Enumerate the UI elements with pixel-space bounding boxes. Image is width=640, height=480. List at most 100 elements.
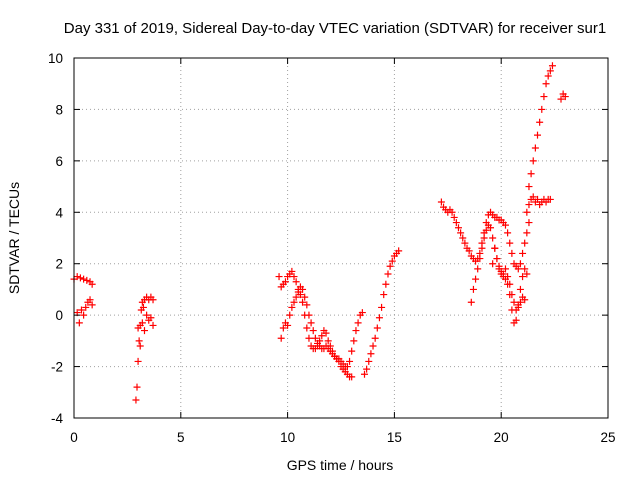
data-point [277,334,285,342]
x-tick-label: 5 [177,430,185,445]
data-point [538,105,546,113]
data-point [365,357,373,365]
data-point [457,229,465,237]
data-point [516,260,524,268]
data-point [527,170,535,178]
data-point [482,226,490,234]
data-point [363,365,371,373]
data-point [561,93,569,101]
data-point [525,201,533,209]
data-point [290,298,298,306]
data-point [307,319,315,327]
data-point [309,327,317,335]
data-point [352,327,360,335]
data-point [452,219,460,227]
data-point [472,275,480,283]
data-point [318,332,326,340]
data-point [292,278,300,286]
data-point [454,224,462,232]
series-seg-6 [277,283,366,371]
data-point [506,239,514,247]
data-point [354,319,362,327]
data-point [86,296,94,304]
data-point [303,324,311,332]
data-point [534,131,542,139]
chart-title: Day 331 of 2019, Sidereal Day-to-day VTE… [64,20,606,37]
data-point [557,95,565,103]
data-point [369,342,377,350]
data-point [531,144,539,152]
data-point [508,306,516,314]
data-point [75,319,83,327]
data-point [448,208,456,216]
data-point [480,234,488,242]
data-point [525,219,533,227]
data-point [504,229,512,237]
data-point [519,249,527,257]
data-point [510,298,518,306]
y-tick-label: 2 [55,257,63,272]
data-point [343,363,351,371]
data-point [322,329,330,337]
data-point [292,293,300,301]
data-point [73,273,81,281]
series-seg-8 [437,198,533,273]
y-tick-label: 4 [55,205,63,220]
data-point [386,262,394,270]
x-tick-label: 10 [280,430,295,445]
data-point [536,118,544,126]
data-point [284,321,292,329]
x-tick-label: 20 [494,430,509,445]
data-point [132,396,140,404]
data-point [134,357,142,365]
data-point [348,347,356,355]
data-point [546,195,554,203]
data-point [514,265,522,273]
grid-lines [74,58,608,418]
data-point [508,249,516,257]
data-point [290,273,298,281]
series-seg-12 [525,62,556,191]
data-point [474,265,482,273]
series-seg-2 [73,296,96,327]
data-point [501,221,509,229]
data-point [375,314,383,322]
data-point [294,288,302,296]
data-point [288,267,296,275]
data-point [279,324,287,332]
data-point [489,260,497,268]
data-point [521,296,529,304]
data-point [491,244,499,252]
data-point [147,314,155,322]
data-point [467,298,475,306]
data-point [506,291,514,299]
series-seg-1 [70,273,96,288]
x-axis-label: GPS time / hours [287,457,394,473]
series-seg-3 [132,293,157,404]
y-axis-label: SDTVAR / TECUs [6,182,22,294]
data-point [450,213,458,221]
y-tick-label: 6 [55,154,63,169]
data-point [311,334,319,342]
series-seg-7 [360,247,403,378]
data-point [529,157,537,165]
data-point [546,67,554,75]
data-point [305,334,313,342]
data-point [149,296,157,304]
data-point [299,298,307,306]
data-point [521,265,529,273]
data-point [548,62,556,70]
axis-ticks [73,57,609,419]
data-point [489,234,497,242]
series-seg-10 [489,244,531,327]
data-point [523,229,531,237]
data-point [512,316,520,324]
y-tick-label: 8 [55,102,63,117]
data-point [286,311,294,319]
series-seg-13 [557,90,569,103]
x-tick-label: 15 [387,430,402,445]
data-point [305,311,313,319]
data-point [540,93,548,101]
data-point [138,319,146,327]
data-point [378,303,386,311]
